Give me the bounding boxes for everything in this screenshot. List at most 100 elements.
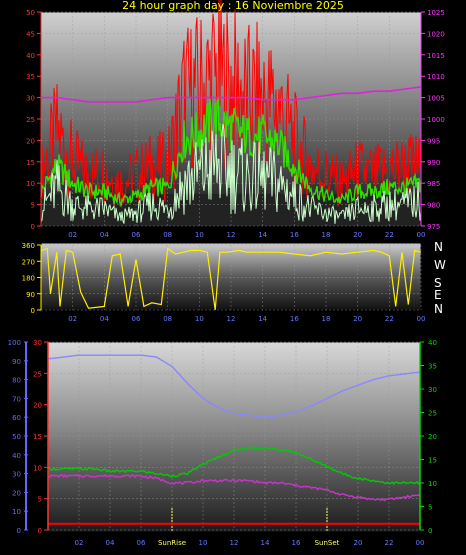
y-right-tick-label: 30 <box>428 386 437 394</box>
compass-n-top: N <box>434 240 443 254</box>
x-tick-label: 18 <box>322 231 331 239</box>
x-tick-label: 14 <box>258 231 267 239</box>
y-humidity-tick-label: 100 <box>8 339 21 347</box>
y-temp-tick-label: 30 <box>33 339 42 347</box>
y-right-tick-label: 25 <box>428 410 437 418</box>
x-tick-label: 16 <box>290 231 299 239</box>
x-tick-label: 12 <box>230 539 239 547</box>
dewpoint-line <box>47 473 421 502</box>
x-tick-label: 14 <box>258 315 267 323</box>
humidity-line <box>47 354 421 418</box>
y-right-tick-label: 1000 <box>427 116 445 124</box>
x-tick-label: 12 <box>227 231 236 239</box>
y-temp-tick-label: 5 <box>38 496 42 504</box>
y-humidity-tick-label: 0 <box>17 527 21 535</box>
x-tick-label: 12 <box>227 315 236 323</box>
x-tick-label: 02 <box>68 315 77 323</box>
temperature-line <box>47 446 421 486</box>
compass-s: S <box>434 276 442 290</box>
y-right-tick-label: 35 <box>428 363 437 371</box>
compass-n-bottom: N <box>434 302 443 316</box>
x-tick-label: 04 <box>100 231 109 239</box>
x-tick-label: 20 <box>353 315 362 323</box>
wind-average-line <box>40 97 422 208</box>
x-tick-label: 10 <box>195 231 204 239</box>
x-tick-label: 10 <box>195 315 204 323</box>
x-tick-label: 20 <box>354 539 363 547</box>
y-humidity-tick-label: 20 <box>12 489 21 497</box>
y-left-tick-label: 40 <box>26 52 35 60</box>
y-right-tick-label: 990 <box>427 159 440 167</box>
x-tick-label: 02 <box>75 539 84 547</box>
x-tick-label: 08 <box>163 315 172 323</box>
y-left-tick-label: 35 <box>26 73 35 81</box>
y-right-tick-label: 975 <box>427 223 440 231</box>
x-tick-label: 06 <box>137 539 146 547</box>
y-humidity-tick-label: 80 <box>12 377 21 385</box>
y-temp-tick-label: 10 <box>33 464 42 472</box>
x-tick-label: 22 <box>385 231 394 239</box>
pressure-line <box>41 86 422 103</box>
wind-gust-line <box>40 0 422 207</box>
y-left-tick-label: 45 <box>26 30 35 38</box>
y-tick-label: 360 <box>22 242 35 250</box>
x-tick-label: 06 <box>132 231 141 239</box>
y-right-tick-label: 10 <box>428 480 437 488</box>
y-left-tick-label: 30 <box>26 95 35 103</box>
y-humidity-tick-label: 90 <box>12 358 21 366</box>
y-temp-tick-label: 20 <box>33 402 42 410</box>
y-right-tick-label: 20 <box>428 433 437 441</box>
compass-e: E <box>434 288 442 302</box>
y-left-tick-label: 25 <box>26 116 35 124</box>
y-right-tick-label: 1020 <box>427 30 445 38</box>
y-left-tick-label: 0 <box>31 223 35 231</box>
sun-event-label: SunRise <box>158 539 186 547</box>
wind-pressure-chart: 0510152025303540455097598098599099510001… <box>26 0 445 239</box>
y-tick-label: 0 <box>31 307 35 315</box>
x-tick-label: 16 <box>292 539 301 547</box>
x-tick-label: 16 <box>290 315 299 323</box>
x-tick-label: 00 <box>416 539 425 547</box>
y-humidity-tick-label: 30 <box>12 471 21 479</box>
compass-w: W <box>434 258 446 272</box>
y-tick-label: 180 <box>22 275 35 283</box>
y-right-tick-label: 995 <box>427 137 440 145</box>
y-humidity-tick-label: 70 <box>12 395 21 403</box>
y-tick-label: 270 <box>22 258 35 266</box>
x-tick-label: 14 <box>261 539 270 547</box>
y-right-tick-label: 980 <box>427 202 440 210</box>
y-right-tick-label: 1010 <box>427 73 445 81</box>
x-tick-label: 04 <box>106 539 115 547</box>
y-temp-tick-label: 25 <box>33 370 42 378</box>
x-tick-label: 22 <box>385 539 394 547</box>
y-left-tick-label: 15 <box>26 159 35 167</box>
y-left-tick-label: 20 <box>26 137 35 145</box>
y-humidity-tick-label: 50 <box>12 433 21 441</box>
wind-direction-chart: 0 90 180 270 360 02 04 06 08 10 12 14 16 18 20 22 00 <box>22 242 426 323</box>
y-right-tick-label: 1025 <box>427 9 445 17</box>
y-temp-tick-label: 0 <box>38 527 42 535</box>
y-right-tick-label: 1005 <box>427 95 445 103</box>
y-right-tick-label: 985 <box>427 180 440 188</box>
y-left-tick-label: 5 <box>31 202 35 210</box>
y-right-tick-label: 15 <box>428 457 437 465</box>
x-tick-label: 02 <box>68 231 77 239</box>
y-humidity-tick-label: 10 <box>12 508 21 516</box>
graph-title: 24 hour graph day : 16 Noviembre 2025 <box>122 0 344 12</box>
y-right-tick-label: 5 <box>428 504 432 512</box>
y-left-tick-label: 10 <box>26 180 35 188</box>
y-tick-label: 90 <box>26 291 35 299</box>
y-humidity-tick-label: 40 <box>12 452 21 460</box>
x-tick-label: 08 <box>163 231 172 239</box>
wind-speed-line <box>40 123 422 224</box>
y-right-tick-label: 1015 <box>427 52 445 60</box>
y-right-tick-label: 40 <box>428 339 437 347</box>
x-tick-label: 06 <box>132 315 141 323</box>
x-tick-label: 10 <box>199 539 208 547</box>
sun-event-label: SunSet <box>315 539 340 547</box>
x-tick-label: 00 <box>417 231 426 239</box>
x-tick-label: 04 <box>100 315 109 323</box>
y-left-tick-label: 50 <box>26 9 35 17</box>
y-right-tick-label: 0 <box>428 527 432 535</box>
